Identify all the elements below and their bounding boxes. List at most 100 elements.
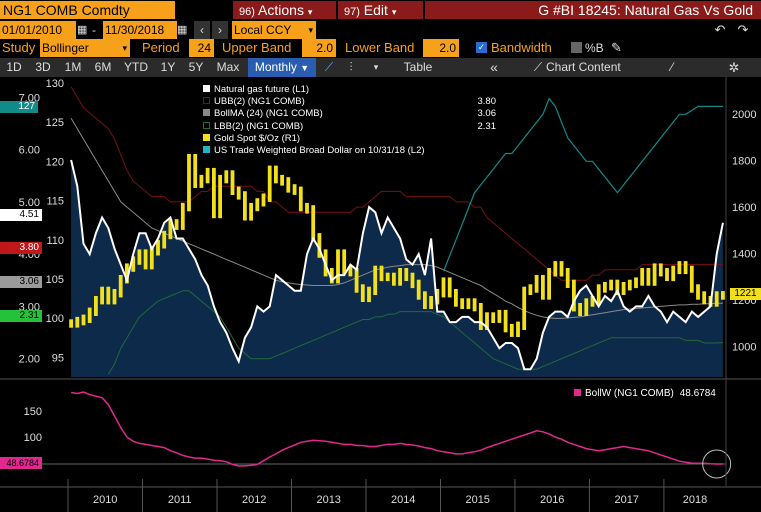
legend-label: BollMA (24) (NG1 COMB) <box>214 108 323 120</box>
legend-item-usd[interactable]: US Trade Weighted Broad Dollar on 10/31/… <box>203 145 498 157</box>
gold-bar <box>429 296 433 309</box>
natural-gas-area <box>71 160 723 377</box>
gold-bar <box>118 275 123 298</box>
caret-down-icon: ▾ <box>391 7 397 17</box>
previous-period-button[interactable]: ‹ <box>194 21 210 39</box>
legend-label: US Trade Weighted Broad Dollar on 10/31/… <box>214 144 425 156</box>
bandwidth-checkbox[interactable]: ✓ <box>476 42 487 53</box>
period-3d[interactable]: 3D <box>35 60 51 74</box>
period-1m[interactable]: 1M <box>64 60 82 74</box>
legend-item-gold[interactable]: Gold Spot $/Oz (R1) <box>203 133 498 145</box>
period-1d[interactable]: 1D <box>6 60 22 74</box>
legend-label: LBB(2) (NG1 COMB) <box>214 120 304 132</box>
period-input[interactable]: 24 <box>189 39 214 57</box>
frequency-value: Monthly <box>254 60 297 74</box>
lower-band-input[interactable]: 2.0 <box>423 39 459 57</box>
period-max[interactable]: Max <box>216 60 240 74</box>
gold-bar <box>640 268 645 286</box>
next-period-button[interactable]: › <box>212 21 228 39</box>
legend-item-lbb[interactable]: LBB(2) (NG1 COMB) 2.31 <box>203 121 498 133</box>
redo-icon[interactable]: ↷ <box>737 22 749 37</box>
usd-axis-tick: 105 <box>46 274 64 286</box>
period-ytd[interactable]: YTD <box>124 60 148 74</box>
pencil-icon[interactable]: ✎ <box>611 40 622 55</box>
bar-chart-icon[interactable]: ⫶ <box>349 60 353 74</box>
caret-down-icon[interactable]: ▾ <box>373 62 379 72</box>
line-chart-icon[interactable]: ⟋ <box>324 60 334 74</box>
gold-bar <box>187 154 191 212</box>
gold-bar <box>696 284 700 300</box>
bollma-line <box>70 117 723 319</box>
edit-label: Edit <box>363 2 388 18</box>
gold-bar <box>416 279 421 300</box>
collapse-icon[interactable]: « <box>490 59 498 75</box>
period-5y[interactable]: 5Y <box>188 60 204 74</box>
study-select[interactable]: Bollinger ▾ <box>40 39 130 57</box>
gold-bar <box>683 261 688 275</box>
gold-bar <box>360 284 365 302</box>
edit-annotations-icon[interactable]: ⁄ <box>670 60 673 74</box>
currency-select[interactable]: Local CCY ▾ <box>232 21 316 39</box>
gold-bar <box>373 265 378 295</box>
gold-bar <box>100 286 104 305</box>
legend-swatch <box>203 97 210 105</box>
natural-gas-line <box>70 159 724 371</box>
legend-item-bollma[interactable]: BollMA (24) (NG1 COMB) 3.06 <box>203 108 498 120</box>
legend-swatch <box>203 133 210 141</box>
gold-last-value-label: 1221 <box>730 288 761 300</box>
gold-bar <box>87 307 92 323</box>
bandwidth-line <box>70 391 723 467</box>
x-axis-tick: 2015 <box>465 494 489 506</box>
legend-swatch <box>203 109 210 117</box>
legend-value: 3.06 <box>477 108 497 120</box>
edit-menu[interactable]: 97) Edit ▾ <box>338 1 423 19</box>
legend-label: BollW (NG1 COMB) <box>585 388 674 399</box>
bandwidth-legend[interactable]: BollW (NG1 COMB) 48.6784 <box>574 388 716 399</box>
gold-bar <box>565 268 570 288</box>
gold-bar <box>652 263 657 286</box>
study-value: Bollinger <box>42 41 89 55</box>
gear-icon[interactable]: ✲ <box>728 60 740 75</box>
legend-value: 48.6784 <box>679 388 716 399</box>
legend-swatch <box>203 145 210 153</box>
percent-b-label: %B <box>585 41 604 55</box>
calendar-icon[interactable]: ▦ <box>177 24 188 36</box>
legend-label: Gold Spot $/Oz (R1) <box>214 132 301 144</box>
undo-icon[interactable]: ↶ <box>714 22 726 37</box>
frequency-select[interactable]: Monthly ▼ <box>248 58 316 77</box>
gold-bar <box>702 291 707 305</box>
actions-menu[interactable]: 96) Actions ▾ <box>233 1 336 19</box>
upper-band-input[interactable]: 2.0 <box>302 39 336 57</box>
percent-b-checkbox[interactable] <box>571 42 582 53</box>
gold-bar <box>311 205 316 242</box>
period-6m[interactable]: 6M <box>94 60 112 74</box>
chart-content-button[interactable]: Chart Content <box>546 60 621 74</box>
table-button[interactable]: Table <box>403 60 433 74</box>
gold-bar <box>454 289 458 307</box>
ticker-field[interactable]: NG1 COMB Comdty <box>0 1 175 19</box>
gold-bar <box>621 282 626 295</box>
gold-bar <box>81 314 86 326</box>
gold-bar <box>385 272 390 282</box>
period-1y[interactable]: 1Y <box>160 60 176 74</box>
gold-bar <box>677 261 682 275</box>
legend-item-ubb[interactable]: UBB(2) (NG1 COMB) 3.80 <box>203 96 498 108</box>
gold-bar <box>671 265 676 282</box>
gold-bar <box>249 202 253 221</box>
gold-bar <box>230 170 235 195</box>
legend-item-natural-gas[interactable]: Natural gas future (L1) <box>203 84 498 96</box>
usd-axis-tick: 100 <box>46 313 64 325</box>
x-axis-tick: 2013 <box>316 494 340 506</box>
gold-bar <box>522 286 527 330</box>
calendar-icon[interactable]: ▦ <box>77 24 88 36</box>
end-date-input[interactable]: 11/30/2018 <box>103 21 177 39</box>
gold-bar <box>180 202 185 230</box>
lower-band-label: Lower Band <box>345 40 415 55</box>
gold-bar <box>665 268 669 281</box>
legend-label: UBB(2) (NG1 COMB) <box>214 96 305 108</box>
usd-last-value-label: 127 <box>0 101 38 113</box>
start-date-input[interactable]: 01/01/2010 <box>0 21 76 39</box>
gold-bar <box>261 193 266 207</box>
gold-bar <box>534 275 539 293</box>
right-axis-tick: 1600 <box>732 202 756 214</box>
